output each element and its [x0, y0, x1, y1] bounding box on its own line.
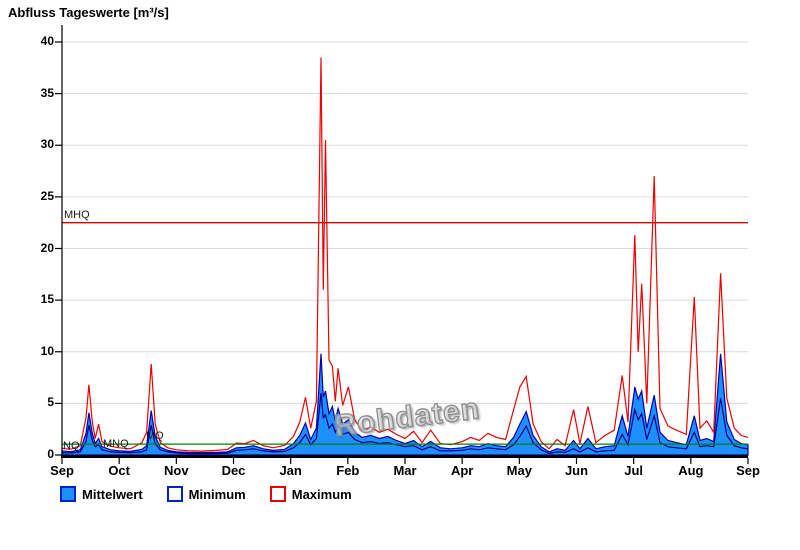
- legend-item-minimum: Minimum: [166, 486, 246, 502]
- y-tick-label: 30: [40, 137, 54, 152]
- y-tick-label: 40: [40, 34, 54, 48]
- y-tick-label: 20: [40, 240, 54, 255]
- month-label-mar-6: Mar: [393, 463, 417, 478]
- y-tick-label: 15: [40, 292, 54, 307]
- y-tick-label: 0: [47, 447, 54, 461]
- legend-label: Maximum: [291, 486, 352, 502]
- month-label-jun-9: Jun: [564, 463, 589, 478]
- legend-item-mittelwert: Mittelwert: [60, 486, 143, 502]
- y-tick-label: 10: [40, 343, 54, 358]
- month-label-jan-4: Jan: [279, 463, 302, 478]
- legend-swatch-minimum: [166, 486, 183, 502]
- y-tick-label: 5: [47, 395, 54, 410]
- month-label-sep-12: Sep: [736, 463, 760, 478]
- legend-label: Mittelwert: [82, 486, 143, 502]
- legend-swatch-mittelwert: [60, 486, 76, 502]
- legend-swatch-maximum: [269, 486, 286, 502]
- month-label-dec-3: Dec: [221, 463, 246, 478]
- y-tick-label: 35: [40, 85, 54, 100]
- chart-title: Abfluss Tageswerte [m³/s]: [8, 5, 169, 20]
- series-maximum-line: [61, 57, 749, 452]
- y-tick-label: 25: [40, 188, 54, 203]
- month-label-jul-10: Jul: [624, 463, 644, 478]
- month-label-apr-7: Apr: [450, 463, 474, 478]
- month-label-oct-1: Oct: [108, 463, 130, 478]
- reference-label-mnq: MNQ: [103, 438, 129, 451]
- month-label-sep-0: Sep: [50, 463, 74, 478]
- reference-label-mhq: MHQ: [64, 208, 90, 221]
- month-label-may-8: May: [506, 463, 532, 478]
- legend-label: Minimum: [188, 486, 246, 502]
- month-label-feb-5: Feb: [336, 463, 360, 478]
- legend-item-maximum: Maximum: [269, 486, 352, 502]
- legend: Mittelwert Minimum Maximum: [60, 486, 352, 502]
- reference-label-mq: MQ: [146, 430, 164, 443]
- reference-label-nq: NQ: [63, 440, 80, 453]
- month-label-aug-11: Aug: [678, 463, 704, 478]
- series-minimum-line: [62, 393, 749, 455]
- month-label-nov-2: Nov: [164, 463, 189, 478]
- series-mittelwert-area: [61, 353, 749, 456]
